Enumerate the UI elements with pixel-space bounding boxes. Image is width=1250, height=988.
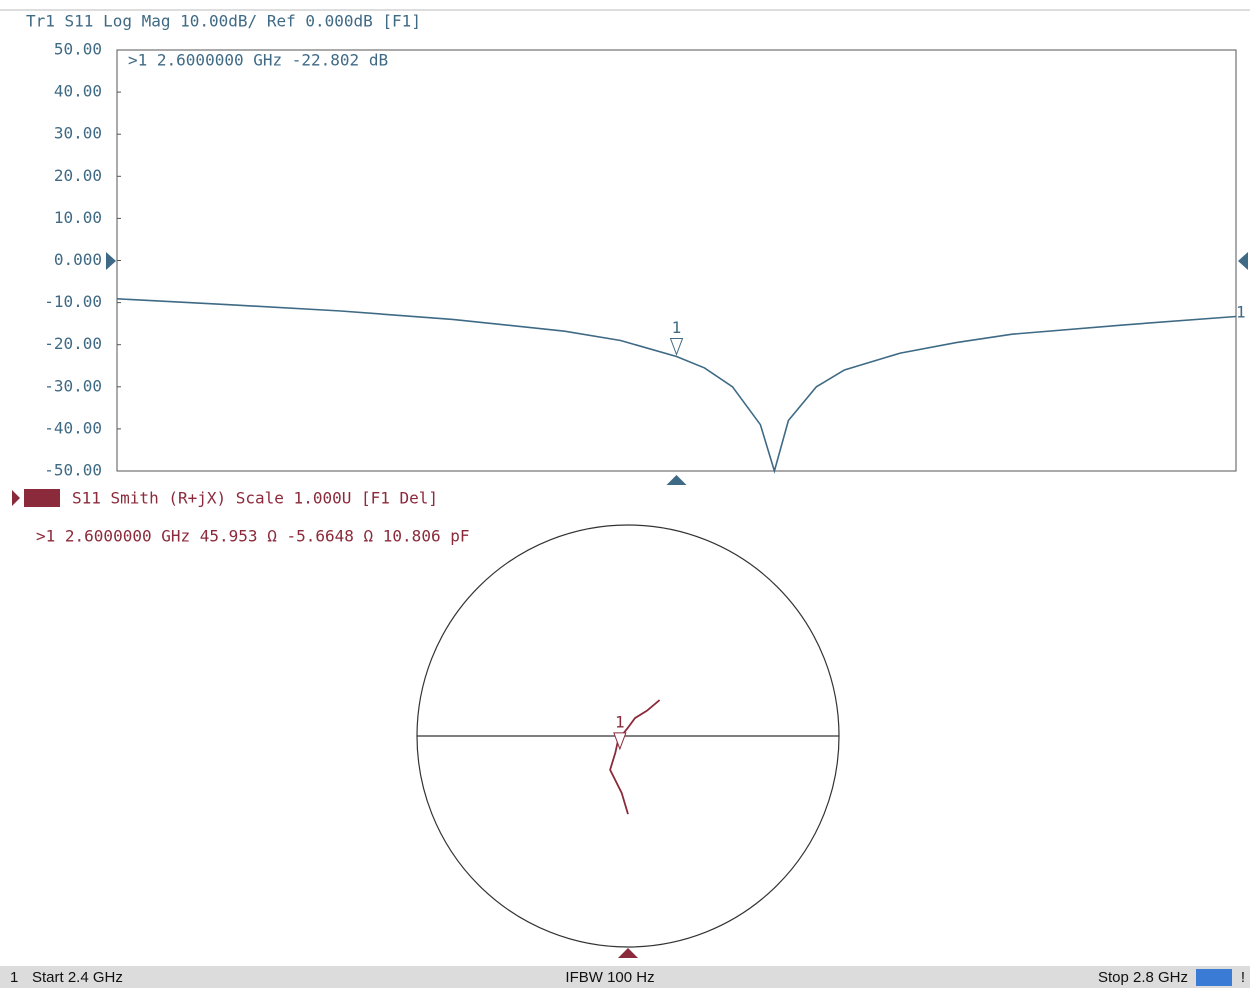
- ref-arrow-right: [1238, 252, 1248, 270]
- marker-label: 1: [672, 318, 682, 337]
- y-tick-label: 30.00: [54, 124, 102, 143]
- smith-marker-label: 1: [615, 712, 625, 731]
- trace2-badge: [24, 489, 60, 507]
- y-tick-label: 50.00: [54, 40, 102, 59]
- marker: [669, 337, 684, 356]
- y-tick-label: -40.00: [44, 418, 102, 437]
- smith-readout: >1 2.6000000 GHz 45.953 Ω -5.6648 Ω 10.8…: [36, 527, 469, 546]
- y-tick-label: -20.00: [44, 334, 102, 353]
- y-tick-label: 0.000: [54, 250, 102, 269]
- marker-position-arrow: [666, 475, 687, 485]
- y-tick-label: -10.00: [44, 292, 102, 311]
- trace2-header: S11 Smith (R+jX) Scale 1.000U [F1 Del]: [72, 489, 438, 508]
- trace: [116, 298, 1237, 474]
- trace1-header: Tr1 S11 Log Mag 10.00dB/ Ref 0.000dB [F1…: [26, 12, 421, 31]
- background: [0, 0, 1250, 966]
- status-ifbw: IFBW 100 Hz: [565, 969, 654, 986]
- active-arrow: [12, 490, 20, 506]
- status-stop: Stop 2.8 GHz: [1098, 969, 1188, 986]
- status-bar: [0, 966, 1250, 988]
- smith-bottom-arrow: [618, 948, 638, 958]
- smith-marker: [613, 732, 627, 751]
- status-channel: 1: [10, 969, 18, 986]
- status-start: Start 2.4 GHz: [32, 969, 123, 986]
- status-alert: !: [1241, 969, 1245, 986]
- trace-end-label: 1: [1236, 303, 1246, 322]
- marker-readout: >1 2.6000000 GHz -22.802 dB: [128, 51, 388, 70]
- ref-arrow-left: [106, 252, 116, 270]
- y-tick-label: 20.00: [54, 166, 102, 185]
- y-tick-label: -30.00: [44, 376, 102, 395]
- status-indicator: [1196, 969, 1232, 986]
- y-tick-label: -50.00: [44, 461, 102, 480]
- y-tick-label: 10.00: [54, 208, 102, 227]
- y-tick-label: 40.00: [54, 82, 102, 101]
